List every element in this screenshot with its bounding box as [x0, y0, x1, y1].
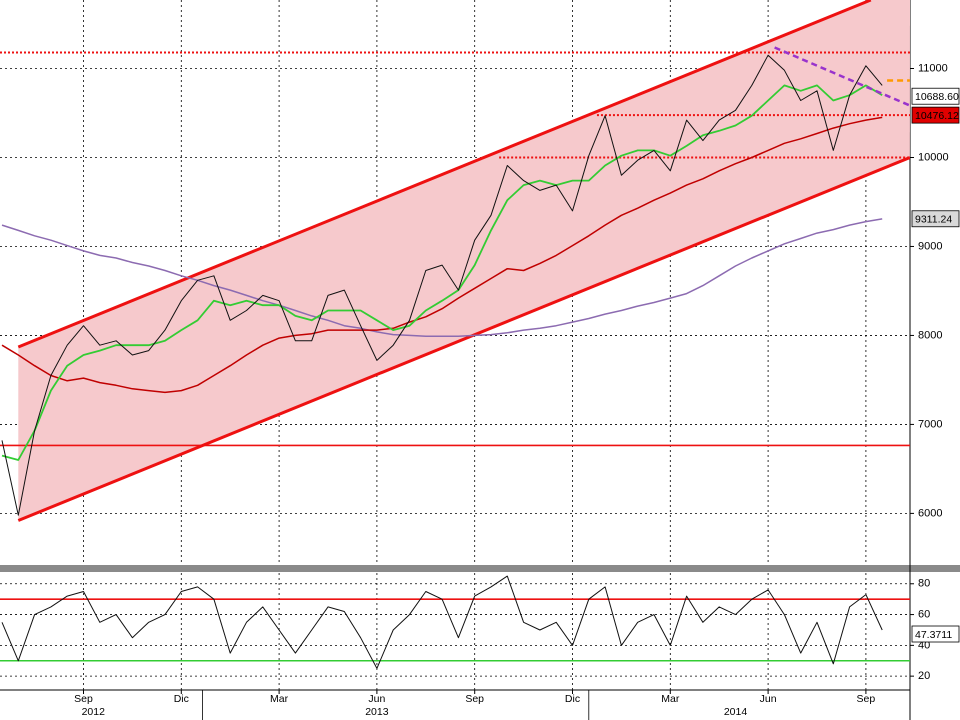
x-tick-label: Sep	[465, 693, 484, 705]
x-tick-label: Dic	[174, 693, 189, 705]
series-line	[1, 575, 883, 669]
channel-line	[17, 156, 910, 522]
panel-separator	[0, 565, 960, 572]
x-tick-label: Sep	[857, 693, 876, 705]
trendline	[774, 46, 910, 107]
x-tick-label: Dic	[565, 693, 580, 705]
x-tick-label: Mar	[270, 693, 289, 705]
series-line	[1, 116, 883, 394]
value-marker	[911, 106, 960, 124]
value-marker-label: 9311.24	[915, 214, 952, 226]
channel-fill	[18, 0, 910, 521]
x-tick-label: Jun	[760, 693, 777, 705]
price-panel	[0, 0, 910, 565]
y-tick-label: 60	[918, 608, 930, 620]
series-line	[1, 84, 883, 461]
year-label: 2014	[724, 706, 748, 718]
value-marker-label: 10476.12	[915, 110, 959, 122]
y-tick-label: 9000	[918, 240, 942, 252]
value-marker-label: 47.3711	[915, 629, 952, 641]
channel-line	[17, 0, 872, 349]
y-tick-label: 8000	[918, 329, 942, 341]
axes: 6000 7000 8000 9000 10000 11000 10688.60 10476.…	[74, 62, 960, 720]
x-tick-label: Jun	[368, 693, 385, 705]
year-label: 2013	[365, 706, 389, 718]
year-label: 2012	[82, 706, 106, 718]
series-line	[1, 54, 883, 516]
y-tick-label: 80	[918, 578, 930, 590]
y-tick-label: 10000	[918, 151, 949, 163]
value-marker	[911, 87, 960, 105]
series-line	[1, 218, 883, 338]
y-tick-label: 7000	[918, 418, 942, 430]
x-tick-label: Mar	[661, 693, 680, 705]
y-tick-label: 11000	[918, 62, 948, 74]
y-tick-label: 20	[918, 670, 930, 682]
y-tick-label: 6000	[918, 507, 942, 519]
value-marker-label: 10688.60	[915, 91, 959, 103]
value-marker	[911, 210, 960, 228]
value-marker	[911, 625, 960, 643]
x-tick-label: Sep	[74, 693, 93, 705]
rsi-panel	[0, 573, 910, 690]
